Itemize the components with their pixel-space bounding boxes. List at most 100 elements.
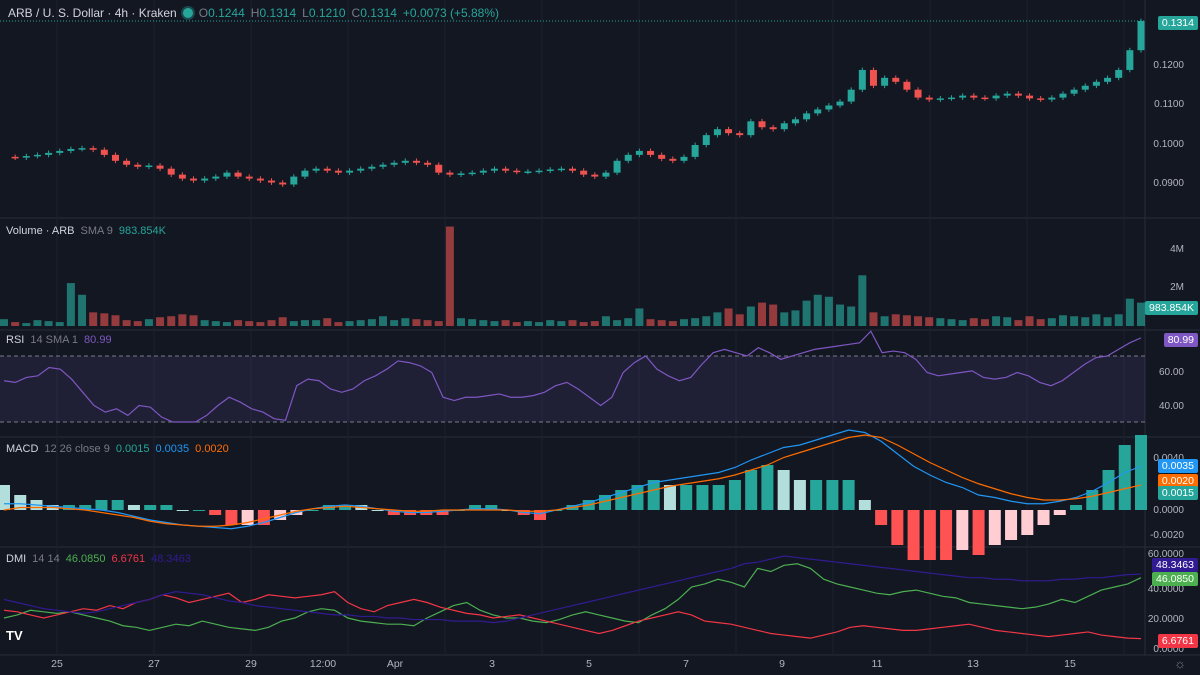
candle-body	[479, 170, 487, 173]
macd-legend: MACD 12 26 close 9 0.0015 0.0035 0.0020	[6, 443, 229, 455]
volume-params: SMA 9	[80, 225, 113, 237]
volume-bar	[1070, 316, 1079, 326]
volume-bar	[1058, 315, 1067, 326]
candle-body	[936, 98, 944, 100]
macd-label[interactable]: MACD	[6, 443, 39, 455]
volume-bar	[746, 306, 755, 326]
volume-bar	[356, 320, 365, 326]
volume-bar	[100, 313, 109, 326]
candle-body	[635, 150, 643, 155]
candle-body	[301, 170, 309, 177]
macd-histogram-bar	[160, 505, 173, 510]
candle-body	[892, 77, 900, 82]
volume-bar	[969, 318, 978, 326]
volume-label[interactable]: Volume · ARB	[6, 225, 75, 237]
candle-body	[602, 172, 610, 177]
tradingview-logo[interactable]: TV	[6, 628, 23, 643]
price-axis-label: 0.1100	[1154, 99, 1184, 110]
time-axis-label: 5	[586, 658, 592, 670]
volume-value: 983.854K	[118, 225, 166, 237]
rsi-legend: RSI 14 SMA 1 80.99	[6, 334, 112, 346]
adx-line	[3, 555, 1142, 624]
volume-bar	[1092, 314, 1101, 326]
volume-bar	[457, 318, 466, 326]
time-axis-label: 7	[683, 658, 689, 670]
candle-body	[446, 172, 454, 175]
macd-histogram-bar	[988, 510, 1001, 545]
macd-histogram-bar	[144, 505, 157, 510]
macd-histogram-bar	[225, 510, 238, 525]
candle-body	[56, 150, 64, 153]
candle-body	[959, 95, 967, 98]
candle-body	[881, 77, 889, 86]
macd-histogram-bar	[826, 480, 839, 510]
volume-axis-label: 4M	[1170, 244, 1184, 255]
candle-body	[981, 97, 989, 100]
volume-bar	[635, 308, 644, 326]
volume-bar	[44, 321, 53, 326]
volume-bar	[947, 319, 956, 326]
volume-bar	[1081, 317, 1090, 326]
time-axis-label: Apr	[386, 658, 404, 670]
volume-bar	[847, 306, 856, 326]
volume-bar	[234, 320, 243, 326]
candle-body	[914, 89, 922, 98]
volume-bar	[33, 320, 42, 326]
dmi-axis-label: 60.0000	[1147, 549, 1184, 560]
candle-body	[1070, 89, 1078, 94]
volume-bar	[679, 319, 688, 326]
dmi-label[interactable]: DMI	[6, 553, 27, 565]
time-axis-label: 25	[51, 658, 63, 670]
settings-gear-icon[interactable]: ☼	[1174, 656, 1186, 671]
macd-histogram-bar	[842, 480, 855, 510]
candle-body	[591, 174, 599, 177]
volume-bar	[702, 316, 711, 326]
macd-histogram-bar	[469, 505, 482, 510]
volume-bar	[111, 315, 120, 326]
volume-bar	[691, 318, 700, 326]
volume-bar	[55, 322, 64, 326]
minus-di-value: 6.6761	[111, 553, 146, 565]
candle-body	[1048, 97, 1056, 100]
candle-body	[1059, 93, 1067, 98]
volume-bar	[189, 315, 198, 326]
candle-body	[624, 154, 632, 161]
volume-bar	[958, 320, 967, 326]
volume-bar	[401, 318, 410, 326]
candle-body	[401, 160, 409, 163]
candle-body	[346, 170, 354, 173]
candle-body	[100, 149, 108, 155]
candle-body	[212, 176, 220, 179]
volume-bar	[22, 323, 31, 326]
volume-bar	[178, 314, 187, 326]
volume-axis-label: 2M	[1170, 282, 1184, 293]
symbol-title[interactable]: ARB / U. S. Dollar · 4h · Kraken	[8, 6, 177, 20]
high-value: 0.1314	[259, 6, 297, 20]
volume-bar	[512, 322, 521, 326]
volume-bar	[791, 310, 800, 326]
candle-body	[803, 113, 811, 120]
volume-bar	[936, 318, 945, 326]
candle-body	[925, 97, 933, 100]
candle-body	[858, 69, 866, 90]
volume-bar	[434, 321, 443, 326]
candle-body	[569, 168, 576, 171]
rsi-label[interactable]: RSI	[6, 334, 25, 346]
candle-body	[412, 160, 420, 163]
candle-body	[312, 168, 320, 171]
candle-body	[546, 169, 554, 171]
macd-histogram-bar	[192, 510, 205, 511]
candle-body	[557, 168, 565, 171]
volume-bar	[546, 320, 555, 326]
close-label: C	[351, 6, 361, 20]
macd-signal-value: 0.0020	[195, 443, 229, 455]
candle-body	[22, 156, 30, 158]
macd-histogram-bar	[663, 485, 676, 510]
price-axis-label: 0.0900	[1153, 178, 1184, 189]
volume-bar	[735, 314, 744, 326]
volume-bar	[836, 304, 845, 326]
volume-bar	[802, 300, 811, 326]
candle-body	[245, 176, 253, 179]
candle-body	[390, 162, 398, 165]
